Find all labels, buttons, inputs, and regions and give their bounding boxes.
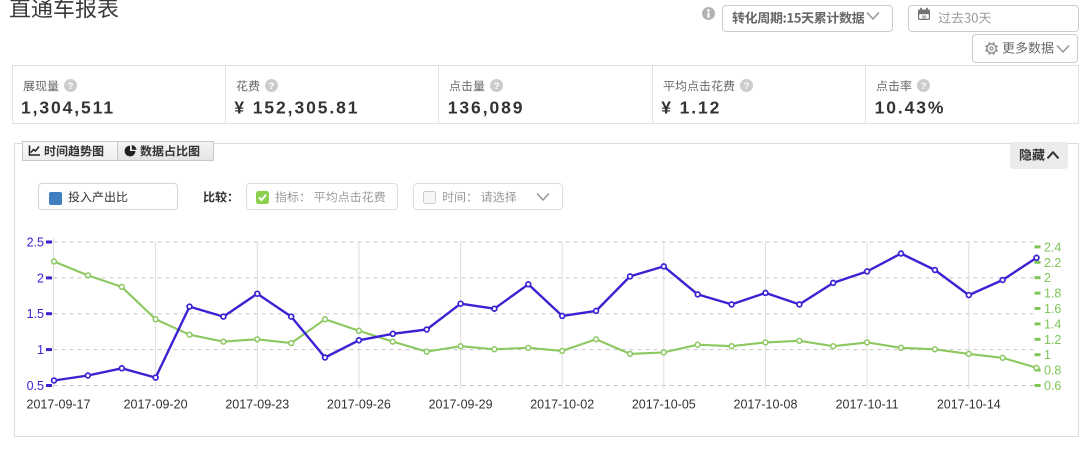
svg-text:0.6: 0.6 bbox=[1044, 379, 1061, 393]
svg-text:2017-09-23: 2017-09-23 bbox=[225, 398, 289, 412]
svg-text:1: 1 bbox=[1044, 348, 1051, 362]
svg-text:2017-09-26: 2017-09-26 bbox=[327, 398, 391, 412]
svg-text:?: ? bbox=[268, 81, 274, 92]
svg-text:¥ 152,305.81: ¥ 152,305.81 bbox=[234, 98, 359, 118]
svg-text:0.8: 0.8 bbox=[1044, 364, 1061, 378]
svg-text:?: ? bbox=[921, 81, 927, 92]
svg-text:2017-10-14: 2017-10-14 bbox=[937, 398, 1001, 412]
svg-text:1.6: 1.6 bbox=[1044, 302, 1061, 316]
svg-text:?: ? bbox=[743, 81, 749, 92]
svg-text:2: 2 bbox=[37, 271, 44, 285]
svg-text:2017-10-02: 2017-10-02 bbox=[530, 398, 594, 412]
svg-text:2.4: 2.4 bbox=[1044, 240, 1061, 254]
svg-text:30: 30 bbox=[921, 14, 927, 19]
svg-text:2017-09-17: 2017-09-17 bbox=[27, 398, 91, 412]
svg-text:2017-09-20: 2017-09-20 bbox=[124, 398, 188, 412]
svg-text:2017-10-08: 2017-10-08 bbox=[734, 398, 798, 412]
svg-text:2017-09-29: 2017-09-29 bbox=[429, 398, 493, 412]
svg-text:10.43%: 10.43% bbox=[875, 98, 946, 118]
svg-text:136,089: 136,089 bbox=[448, 98, 525, 118]
svg-text:¥ 1.12: ¥ 1.12 bbox=[661, 98, 721, 118]
svg-text:1: 1 bbox=[37, 343, 44, 357]
svg-text:1.5: 1.5 bbox=[27, 307, 44, 321]
svg-text:1,304,511: 1,304,511 bbox=[21, 98, 115, 118]
svg-text:2.5: 2.5 bbox=[27, 236, 44, 250]
svg-text:1.4: 1.4 bbox=[1044, 317, 1061, 331]
svg-text:1.2: 1.2 bbox=[1044, 333, 1061, 347]
svg-text:2: 2 bbox=[1044, 271, 1051, 285]
svg-text:2017-10-11: 2017-10-11 bbox=[836, 398, 899, 412]
svg-text:2.2: 2.2 bbox=[1044, 256, 1061, 270]
svg-text:?: ? bbox=[494, 81, 500, 92]
svg-text:2017-10-05: 2017-10-05 bbox=[632, 398, 696, 412]
svg-text:?: ? bbox=[67, 81, 73, 92]
svg-text:0.5: 0.5 bbox=[27, 379, 44, 393]
svg-text:1.8: 1.8 bbox=[1044, 287, 1061, 301]
